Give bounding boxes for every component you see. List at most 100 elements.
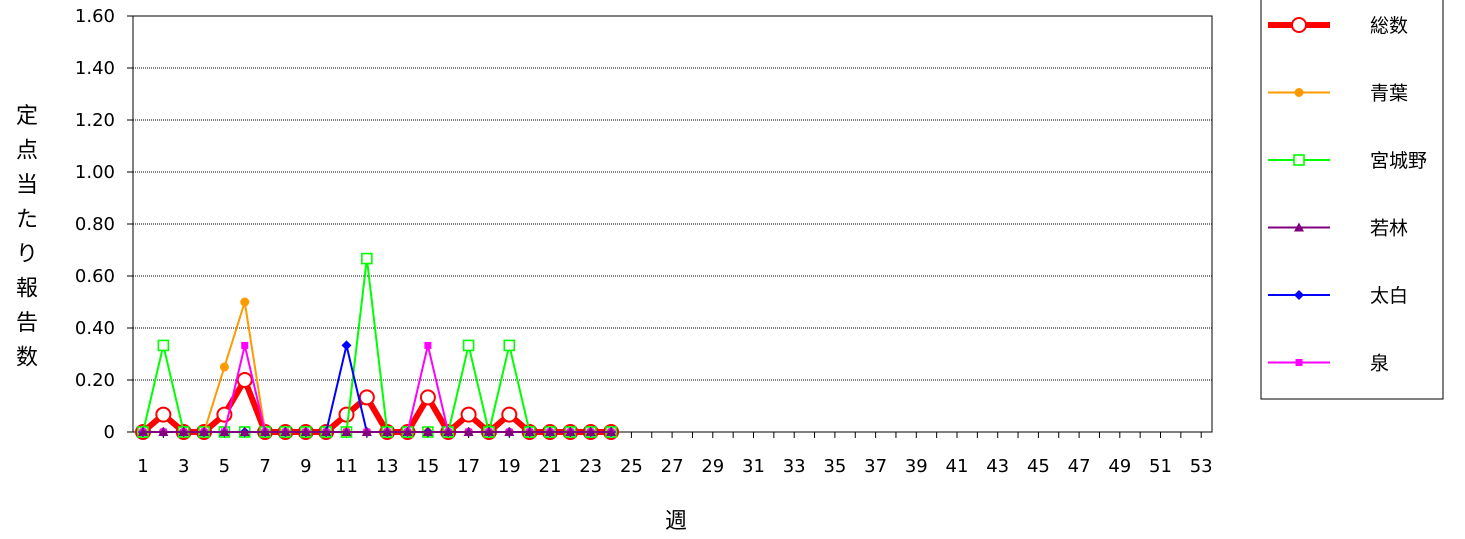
y-tick-label: 0.20 (75, 370, 115, 391)
y-tick-label: 0.60 (75, 266, 115, 287)
data-point (1294, 88, 1304, 97)
data-point (504, 427, 515, 436)
x-tick-label: 53 (1190, 456, 1213, 477)
data-point (157, 339, 170, 352)
data-point (138, 427, 148, 436)
x-tick-label: 3 (178, 456, 189, 477)
data-point (402, 427, 413, 436)
data-point (1291, 17, 1307, 33)
data-point (606, 427, 617, 436)
data-point (424, 341, 432, 349)
x-tick-label: 15 (416, 456, 439, 477)
x-tick-label: 43 (986, 456, 1009, 477)
legend-label: 泉 (1370, 353, 1389, 375)
data-point (545, 427, 555, 436)
x-tick-labels: 1 3 5 7 9 11 13 15 17 19 21 23 25 27 29 31 33 35 37 39 41 43 4… (137, 456, 1212, 477)
legend-box (1260, 0, 1444, 400)
gridlines (133, 15, 1212, 381)
x-tick-label: 5 (219, 456, 230, 477)
x-tick-label: 49 (1108, 456, 1131, 477)
legend-item: 総数 (1268, 15, 1408, 37)
y-tick-label: 1.60 (75, 6, 115, 27)
x-tick-label: 23 (579, 456, 602, 477)
data-point (236, 372, 253, 388)
data-point (443, 427, 454, 436)
data-point (361, 427, 372, 436)
data-point (260, 427, 271, 436)
data-point (155, 406, 172, 423)
x-tick-label: 19 (498, 456, 521, 477)
y-axis-title-char: 告 (16, 311, 38, 336)
data-point (338, 406, 355, 423)
data-point (358, 389, 375, 406)
data-point (462, 339, 475, 352)
data-point (341, 340, 352, 351)
data-point (419, 389, 436, 406)
y-tick-label: 1.40 (75, 58, 115, 79)
legend-label: 総数 (1370, 15, 1408, 37)
x-tick-label: 51 (1149, 456, 1172, 477)
axes (127, 15, 1213, 438)
y-axis-title-char: 報 (16, 277, 38, 302)
legend-item: 宮城野 (1268, 150, 1427, 172)
data-point (158, 427, 169, 436)
legend-label: 太白 (1370, 285, 1408, 307)
data-point (585, 427, 596, 436)
x-tick-label: 45 (1027, 456, 1050, 477)
data-point (280, 427, 291, 436)
y-axis-title-char: 定 (16, 104, 38, 129)
x-tick-label: 17 (457, 456, 480, 477)
data-point (341, 427, 352, 436)
x-tick-label: 27 (661, 456, 684, 477)
x-tick-label: 11 (335, 456, 358, 477)
data-point (1294, 222, 1304, 232)
data-point (241, 341, 249, 349)
plot-area-border (132, 15, 1213, 433)
x-axis-title: 週 (665, 509, 687, 534)
x-tick-label: 29 (701, 456, 724, 477)
legend-label: 若林 (1370, 218, 1408, 240)
data-point (483, 427, 494, 436)
x-tick-label: 37 (864, 456, 887, 477)
y-tick-label: 1.00 (75, 162, 115, 183)
series-5 (138, 340, 617, 437)
y-axis-title-char: た (16, 208, 38, 233)
y-tick-label: 1.20 (75, 110, 115, 131)
y-axis-title-char: 当 (16, 173, 38, 198)
x-tick-label: 39 (905, 456, 928, 477)
data-point (300, 427, 311, 436)
data-series (135, 252, 620, 440)
legend-label: 宮城野 (1370, 150, 1427, 172)
x-tick-label: 33 (783, 456, 806, 477)
x-tick-label: 7 (259, 456, 270, 477)
data-point (422, 427, 433, 436)
y-axis-title-char: り (16, 242, 38, 267)
data-point (178, 427, 189, 436)
y-tick-labels: 0 0.20 0.40 0.60 0.80 1.00 1.20 1.40 1.60 (75, 6, 115, 443)
data-point (199, 427, 210, 436)
series-6 (139, 341, 615, 436)
data-point (239, 427, 250, 436)
y-tick-label: 0 (104, 422, 115, 443)
data-point (1295, 359, 1303, 366)
y-axis-title-char: 点 (16, 139, 38, 164)
legend-item: 若林 (1268, 218, 1408, 240)
y-tick-label: 0.80 (75, 214, 115, 235)
x-tick-label: 47 (1068, 456, 1091, 477)
data-point (524, 427, 535, 436)
legend-item: 太白 (1268, 285, 1408, 307)
x-tick-label: 41 (946, 456, 969, 477)
x-tick-label: 35 (823, 456, 846, 477)
x-tick-label: 31 (742, 456, 765, 477)
data-point (501, 406, 518, 423)
legend-item: 泉 (1268, 353, 1389, 375)
series-4 (138, 427, 617, 436)
legend-item: 青葉 (1268, 83, 1408, 105)
y-tick-label: 0.40 (75, 318, 115, 339)
x-tick-label: 1 (137, 456, 148, 477)
legend-label: 青葉 (1370, 83, 1408, 105)
data-point (463, 427, 474, 436)
x-tick-label: 13 (376, 456, 399, 477)
